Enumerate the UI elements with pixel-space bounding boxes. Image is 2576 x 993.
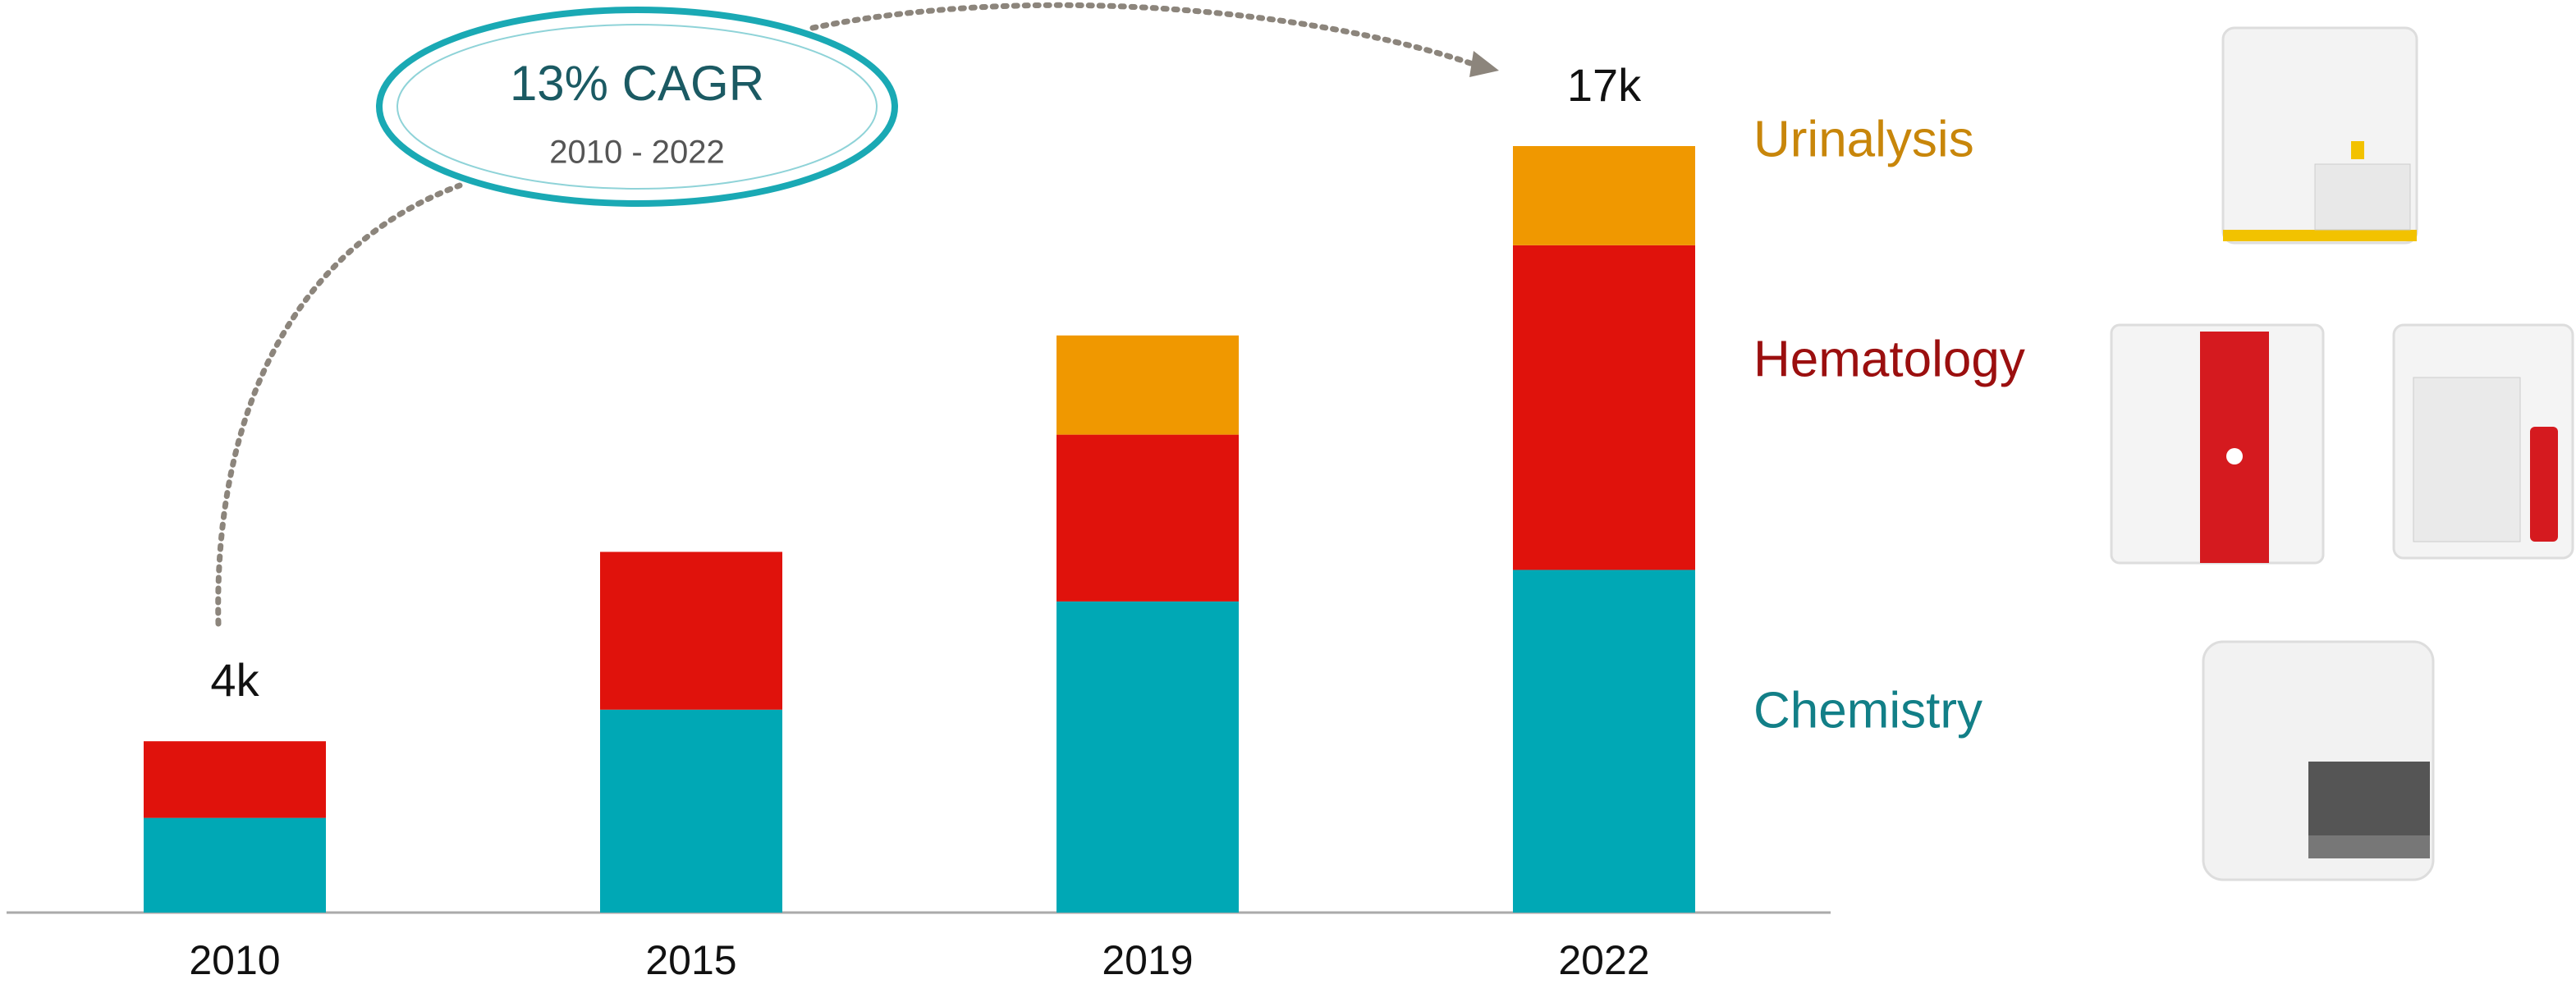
bar-segment bbox=[144, 817, 326, 913]
total-label: 4k bbox=[210, 654, 259, 706]
x-tick-label: 2015 bbox=[645, 937, 736, 983]
bar-segment bbox=[600, 709, 782, 913]
legend-entry: Hematology bbox=[1753, 331, 2025, 387]
bar-segment bbox=[1513, 570, 1695, 913]
bar-segment bbox=[1513, 245, 1695, 570]
cagr-subtitle: 2010 - 2022 bbox=[549, 135, 725, 171]
cagr-title: 13% CAGR bbox=[510, 56, 764, 111]
x-tick-label: 2019 bbox=[1102, 937, 1193, 983]
hematology-device bbox=[2110, 323, 2574, 565]
bar-segment bbox=[1057, 335, 1239, 435]
arrow-head bbox=[1469, 51, 1499, 77]
total-label: 17k bbox=[1567, 59, 1642, 111]
growth-arc bbox=[215, 182, 463, 627]
cagr-ellipse bbox=[376, 7, 898, 207]
legend-entry: Chemistry bbox=[1753, 682, 1982, 739]
bar-segment bbox=[144, 741, 326, 818]
bar-segment bbox=[1057, 434, 1239, 602]
x-tick-label: 2022 bbox=[1558, 937, 1649, 983]
bar-segment bbox=[1513, 146, 1695, 245]
bar-segment bbox=[600, 551, 782, 710]
cagr-ellipse-inner bbox=[396, 24, 878, 190]
legend-entry: Urinalysis bbox=[1753, 111, 1974, 167]
urinalysis-device bbox=[2221, 26, 2418, 245]
x-tick-label: 2010 bbox=[189, 937, 280, 983]
bar-segment bbox=[1057, 601, 1239, 913]
growth-arc bbox=[809, 2, 1481, 69]
chemistry-device bbox=[2202, 640, 2435, 881]
